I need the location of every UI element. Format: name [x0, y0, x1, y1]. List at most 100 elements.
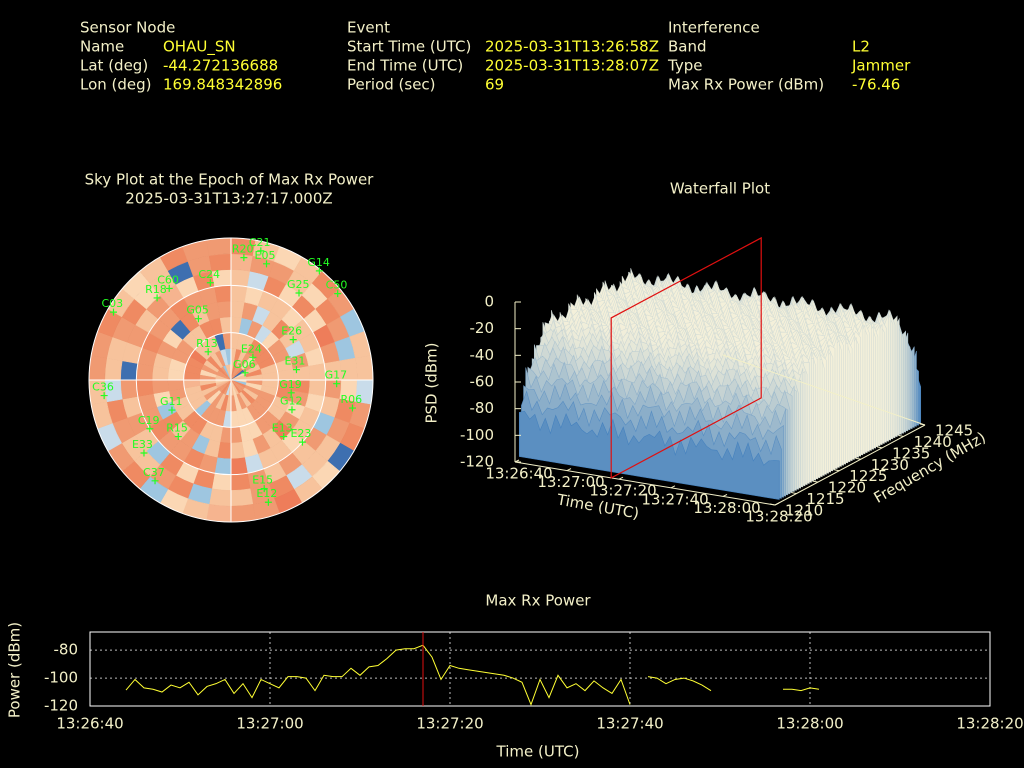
satellite-label: E23 — [290, 427, 311, 440]
satellite-label: G14 — [307, 256, 330, 269]
chart-title: Sky Plot at the Epoch of Max Rx Power — [85, 171, 375, 189]
sky-cell — [230, 472, 251, 491]
sky-plot-background — [88, 237, 374, 523]
sky-cell — [214, 285, 232, 303]
satellite-label: C19 — [138, 414, 160, 427]
sky-cell — [230, 441, 245, 460]
satellite-marker — [333, 380, 341, 388]
satellite-label: R18 — [145, 283, 167, 296]
header-title: Event — [347, 19, 390, 37]
plot-frame — [89, 631, 991, 707]
header-key: Band — [668, 38, 707, 56]
satellite-marker — [292, 366, 300, 374]
z-axis-label: PSD (dBm) — [423, 342, 441, 423]
y-axis-label: Power (dBm) — [6, 622, 24, 718]
sky-cell — [120, 360, 139, 381]
y-tick — [791, 492, 797, 495]
satellite-label: G17 — [325, 369, 348, 382]
x-tick-label: 13:26:40 — [56, 715, 123, 733]
y-tick — [919, 423, 926, 426]
z-tick-label: -60 — [470, 373, 495, 391]
satellite-label: C36 — [92, 381, 114, 394]
header-key: End Time (UTC) — [347, 57, 463, 75]
satellite-marker — [174, 433, 182, 441]
x-tick — [722, 493, 728, 497]
sky-cell — [230, 253, 254, 272]
satellite-label: C60 — [157, 273, 179, 286]
satellite-label: R20 — [232, 243, 254, 256]
satellite-label: G11 — [160, 395, 183, 408]
satellite-label: E05 — [255, 249, 276, 262]
y-tick-label: -100 — [44, 669, 78, 687]
satellite-marker — [249, 353, 257, 361]
header-title: Interference — [668, 19, 760, 37]
sky-cell — [217, 300, 232, 319]
z-tick-label: -120 — [460, 453, 494, 471]
satellite-marker — [315, 267, 323, 275]
header-value: 2025-03-31T13:26:58Z — [485, 38, 659, 56]
satellite-marker — [289, 336, 297, 344]
z-tick-label: -40 — [470, 346, 495, 364]
x-tick-label: 13:26:40 — [485, 465, 552, 483]
header-key: Type — [667, 57, 702, 75]
satellite-marker — [100, 392, 108, 400]
satellite-label: G06 — [233, 358, 256, 371]
sky-cell — [208, 488, 232, 507]
y-tick-label: -80 — [54, 641, 79, 659]
satellite-label: G05 — [186, 304, 209, 317]
y-tick-label: 1215 — [806, 490, 844, 508]
power-line — [125, 644, 820, 707]
sky-cell — [136, 379, 154, 397]
epoch-plane — [610, 236, 762, 479]
header-value: -44.272136688 — [163, 57, 278, 75]
y-tick — [877, 446, 883, 449]
satellite-marker — [264, 498, 272, 506]
satellite-marker — [168, 406, 176, 414]
satellite-marker — [280, 433, 288, 441]
x-tick-label: 13:27:20 — [589, 482, 656, 500]
x-tick-label: 13:27:40 — [596, 715, 663, 733]
sky-cell — [206, 237, 232, 256]
y-tick — [898, 434, 904, 437]
satellite-label: G19 — [279, 378, 302, 391]
satellite-marker — [206, 279, 214, 287]
y-tick-label: 1240 — [914, 433, 952, 451]
surface-strip — [518, 410, 780, 500]
x-tick-label: 13:28:00 — [776, 715, 843, 733]
y-tick — [812, 480, 818, 483]
header-key: Lon (deg) — [80, 76, 152, 94]
sky-cell — [230, 457, 248, 475]
satellite-label: E13 — [272, 422, 293, 435]
header-title: Sensor Node — [80, 19, 175, 37]
satellite-marker — [263, 260, 271, 268]
header-value: 2025-03-31T13:28:07Z — [485, 57, 659, 75]
chart-title: Waterfall Plot — [670, 180, 770, 198]
header-value: 169.848342896 — [163, 76, 282, 94]
satellite-label: E33 — [132, 438, 153, 451]
z-tick-label: -20 — [470, 319, 495, 337]
satellite-label: G12 — [280, 395, 303, 408]
satellite-marker — [151, 477, 159, 485]
x-tick-label: 13:27:20 — [416, 715, 483, 733]
satellite-marker — [204, 348, 212, 356]
satellite-marker — [194, 315, 202, 323]
satellite-marker — [241, 369, 249, 377]
y-tick-label: 1220 — [828, 479, 866, 497]
x-axis-label: Time (UTC) — [496, 743, 580, 761]
satellite-marker — [109, 308, 117, 316]
satellite-label: C50 — [326, 279, 348, 292]
x-tick — [566, 468, 572, 472]
x-tick-label: 13:28:20 — [745, 508, 812, 526]
satellite-label: E15 — [252, 474, 273, 487]
header-key: Name — [80, 38, 124, 56]
y-tick — [855, 457, 861, 460]
sky-cell — [355, 355, 374, 381]
chart-title: Max Rx Power — [485, 592, 591, 610]
satellite-marker — [334, 290, 342, 298]
satellite-marker — [165, 284, 173, 292]
satellite-label: R13 — [196, 337, 218, 350]
sky-cell — [104, 357, 123, 381]
satellite-label: R15 — [166, 422, 188, 435]
sky-cell — [88, 355, 107, 381]
